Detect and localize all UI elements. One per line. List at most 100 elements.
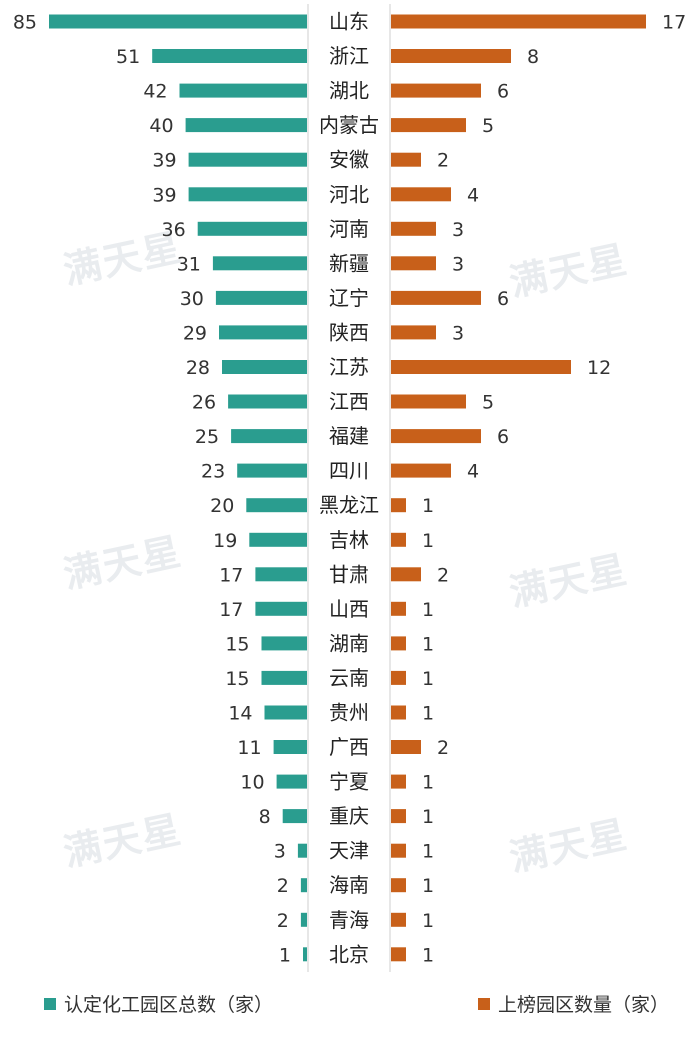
bar-total-25 xyxy=(300,878,307,893)
label-total-18: 15 xyxy=(225,633,249,655)
label-listed-17: 1 xyxy=(422,599,434,621)
label-listed-3: 5 xyxy=(482,115,494,137)
label-listed-21: 2 xyxy=(437,737,449,759)
bar-total-6 xyxy=(197,221,307,236)
label-total-11: 26 xyxy=(192,392,216,414)
bar-total-18 xyxy=(261,636,307,651)
bar-listed-23 xyxy=(391,809,406,824)
label-listed-11: 5 xyxy=(482,392,494,414)
bar-total-12 xyxy=(231,429,307,444)
label-listed-14: 1 xyxy=(422,495,434,517)
category-label-14: 黑龙江 xyxy=(319,493,379,517)
label-total-2: 42 xyxy=(143,81,167,103)
bar-listed-5 xyxy=(391,187,451,202)
bar-listed-20 xyxy=(391,705,406,720)
label-total-25: 2 xyxy=(277,875,289,897)
bar-listed-14 xyxy=(391,498,406,513)
bar-total-8 xyxy=(215,290,307,305)
label-total-12: 25 xyxy=(195,426,219,448)
label-total-26: 2 xyxy=(277,910,289,932)
category-label-13: 四川 xyxy=(329,459,369,483)
label-listed-2: 6 xyxy=(497,81,509,103)
category-label-11: 江西 xyxy=(329,390,369,414)
bar-total-7 xyxy=(212,256,307,271)
bar-listed-2 xyxy=(391,83,481,98)
bar-total-26 xyxy=(300,912,307,927)
label-total-14: 20 xyxy=(210,495,234,517)
legend-label-total: 认定化工园区总数（家） xyxy=(64,994,274,1016)
bar-listed-12 xyxy=(391,429,481,444)
bar-listed-6 xyxy=(391,221,436,236)
bar-listed-13 xyxy=(391,463,451,478)
label-listed-9: 3 xyxy=(452,322,464,344)
bar-listed-24 xyxy=(391,843,406,858)
bar-listed-0 xyxy=(391,14,646,29)
label-listed-20: 1 xyxy=(422,703,434,725)
label-listed-13: 4 xyxy=(467,461,479,483)
category-label-1: 浙江 xyxy=(329,44,369,68)
label-total-19: 15 xyxy=(225,668,249,690)
category-label-22: 宁夏 xyxy=(329,770,369,794)
bar-listed-1 xyxy=(391,49,511,63)
label-total-6: 36 xyxy=(162,219,186,241)
category-label-25: 海南 xyxy=(329,873,369,897)
label-total-3: 40 xyxy=(149,115,173,137)
bar-listed-7 xyxy=(391,256,436,271)
bar-total-27 xyxy=(303,947,307,962)
bar-total-4 xyxy=(188,152,307,167)
label-listed-6: 3 xyxy=(452,219,464,241)
label-listed-12: 6 xyxy=(497,426,509,448)
label-listed-23: 1 xyxy=(422,806,434,828)
category-label-7: 新疆 xyxy=(329,251,369,275)
label-listed-26: 1 xyxy=(422,910,434,932)
category-label-15: 吉林 xyxy=(329,528,369,552)
category-label-4: 安徽 xyxy=(329,148,369,172)
label-total-15: 19 xyxy=(213,530,237,552)
bar-total-1 xyxy=(152,49,307,63)
bar-listed-19 xyxy=(391,670,406,685)
bar-total-16 xyxy=(255,567,307,582)
bar-listed-16 xyxy=(391,567,421,582)
bar-total-13 xyxy=(237,463,307,478)
category-label-16: 甘肃 xyxy=(329,562,369,586)
legend-left: 认定化工园区总数（家） xyxy=(44,990,273,1017)
bar-listed-9 xyxy=(391,325,436,340)
label-total-20: 14 xyxy=(228,703,252,725)
label-total-7: 31 xyxy=(177,253,201,275)
category-label-0: 山东 xyxy=(329,10,369,34)
bar-listed-11 xyxy=(391,394,466,409)
label-listed-4: 2 xyxy=(437,150,449,172)
category-label-5: 河北 xyxy=(329,182,369,206)
label-total-1: 51 xyxy=(116,46,140,68)
category-label-12: 福建 xyxy=(329,424,369,448)
label-listed-25: 1 xyxy=(422,875,434,897)
bar-listed-26 xyxy=(391,912,406,927)
label-listed-8: 6 xyxy=(497,288,509,310)
bar-listed-27 xyxy=(391,947,406,962)
category-label-27: 北京 xyxy=(329,942,369,966)
bar-listed-10 xyxy=(391,360,571,374)
label-listed-19: 1 xyxy=(422,668,434,690)
label-total-16: 17 xyxy=(219,564,243,586)
category-label-23: 重庆 xyxy=(329,804,369,828)
bar-total-5 xyxy=(188,187,307,202)
label-listed-24: 1 xyxy=(422,841,434,863)
label-listed-16: 2 xyxy=(437,564,449,586)
label-listed-0: 17 xyxy=(662,12,686,34)
bar-listed-25 xyxy=(391,878,406,893)
legend-right: 上榜园区数量（家） xyxy=(478,990,669,1017)
label-total-27: 1 xyxy=(279,944,291,966)
category-label-24: 天津 xyxy=(329,839,369,863)
category-label-9: 陕西 xyxy=(329,320,369,344)
label-total-13: 23 xyxy=(201,461,225,483)
label-listed-1: 8 xyxy=(527,46,539,68)
label-total-24: 3 xyxy=(274,841,286,863)
category-label-19: 云南 xyxy=(329,666,369,690)
category-label-10: 江苏 xyxy=(329,355,369,379)
legend-label-listed: 上榜园区数量（家） xyxy=(498,994,670,1016)
bar-total-15 xyxy=(249,532,307,547)
bar-total-21 xyxy=(273,740,307,754)
label-listed-18: 1 xyxy=(422,633,434,655)
bar-total-2 xyxy=(179,83,307,98)
